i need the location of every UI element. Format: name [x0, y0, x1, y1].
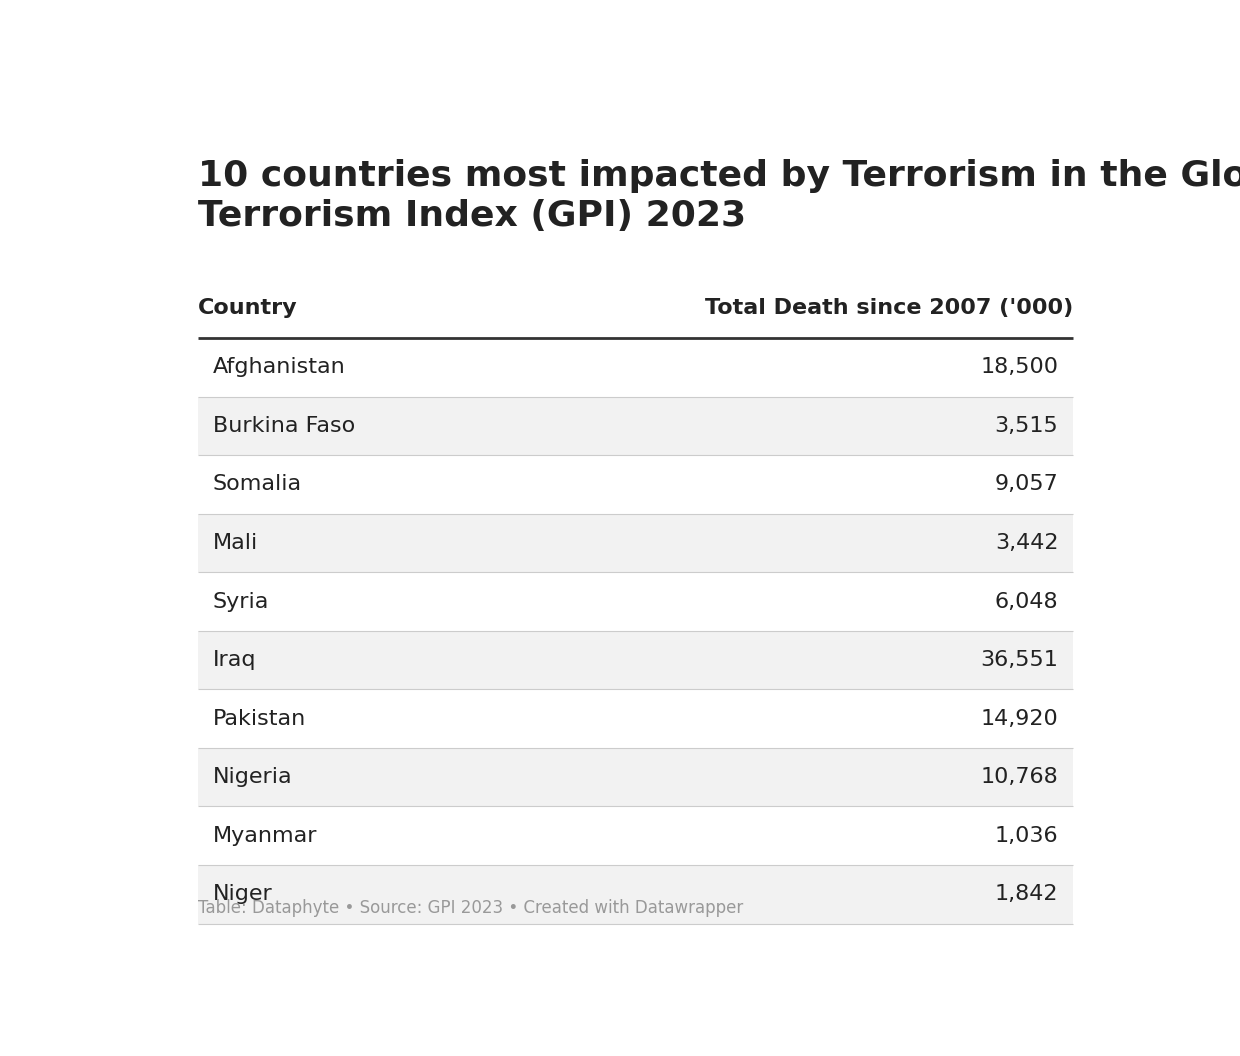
Bar [198, 455, 1073, 514]
Text: Pakistan: Pakistan [213, 709, 306, 729]
Text: Somalia: Somalia [213, 474, 301, 494]
Text: 14,920: 14,920 [981, 709, 1058, 729]
Text: 1,842: 1,842 [994, 884, 1058, 904]
Text: 1,036: 1,036 [994, 826, 1058, 846]
Bar [198, 514, 1073, 572]
Bar [198, 397, 1073, 455]
Text: 36,551: 36,551 [981, 650, 1058, 671]
Text: 3,515: 3,515 [994, 416, 1058, 436]
Text: Nigeria: Nigeria [213, 768, 293, 787]
Bar [198, 572, 1073, 630]
Text: 6,048: 6,048 [994, 591, 1058, 611]
Bar [198, 807, 1073, 865]
Bar [198, 748, 1073, 807]
Text: Country: Country [198, 298, 298, 318]
Bar [198, 865, 1073, 924]
Bar [198, 690, 1073, 748]
Text: Mali: Mali [213, 533, 258, 553]
Bar [198, 630, 1073, 690]
Bar [198, 338, 1073, 397]
Text: Total Death since 2007 ('000): Total Death since 2007 ('000) [704, 298, 1073, 318]
Text: 9,057: 9,057 [994, 474, 1058, 494]
Text: Syria: Syria [213, 591, 269, 611]
Text: Table: Dataphyte • Source: GPI 2023 • Created with Datawrapper: Table: Dataphyte • Source: GPI 2023 • Cr… [198, 899, 744, 917]
Text: 10,768: 10,768 [981, 768, 1058, 787]
Text: 10 countries most impacted by Terrorism in the Global
Terrorism Index (GPI) 2023: 10 countries most impacted by Terrorism … [198, 159, 1240, 232]
Text: Afghanistan: Afghanistan [213, 357, 346, 377]
Text: 3,442: 3,442 [994, 533, 1058, 553]
Text: Iraq: Iraq [213, 650, 257, 671]
Text: Niger: Niger [213, 884, 273, 904]
Text: Myanmar: Myanmar [213, 826, 317, 846]
Text: Burkina Faso: Burkina Faso [213, 416, 355, 436]
Text: 18,500: 18,500 [981, 357, 1058, 377]
